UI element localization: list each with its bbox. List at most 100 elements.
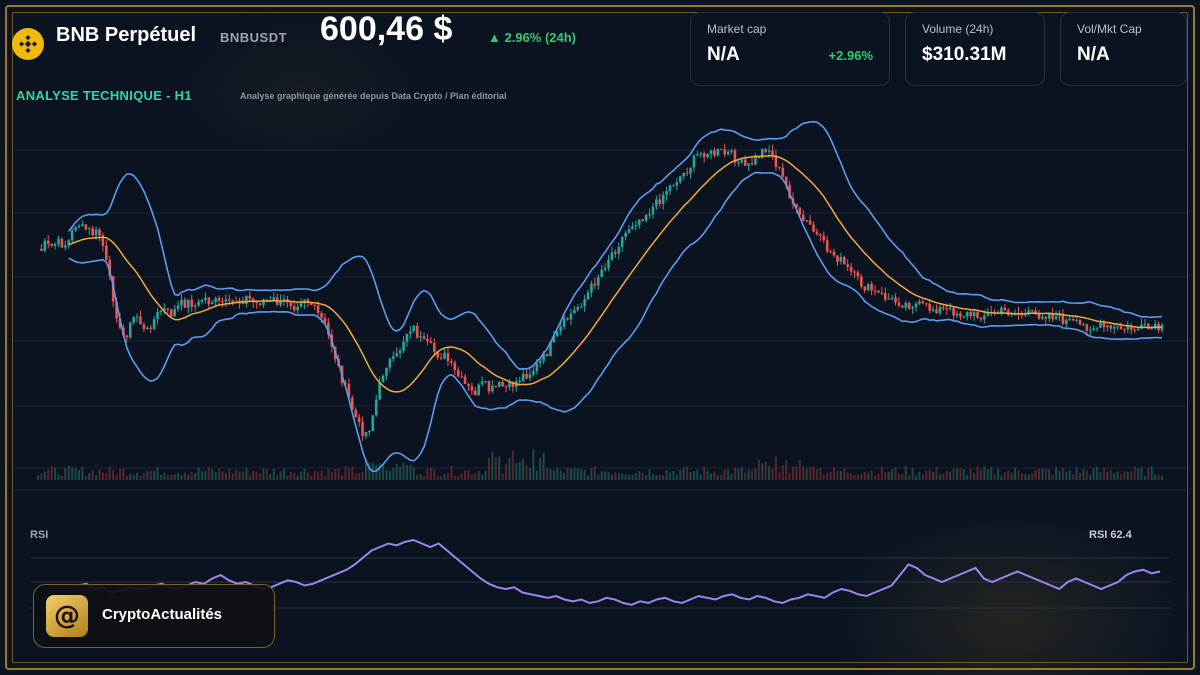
candle-body [422, 336, 426, 339]
candle-body [962, 316, 966, 318]
volume-bar [142, 473, 145, 480]
volume-bar [1157, 474, 1160, 480]
volume-bar [805, 468, 808, 480]
volume-bar [723, 469, 726, 480]
volume-bar [409, 464, 412, 480]
volume-bar [313, 471, 316, 480]
volume-bar [877, 473, 880, 480]
candle-body [702, 153, 706, 158]
candle-body [644, 214, 648, 221]
candle-body [699, 153, 703, 155]
volume-bar [597, 474, 600, 480]
volume-bar [1048, 469, 1051, 480]
candle-body [46, 240, 50, 245]
candle-body [221, 300, 224, 302]
candle-body [986, 312, 990, 316]
candle-body [812, 224, 815, 232]
volume-bar [115, 474, 118, 480]
volume-bar [173, 474, 176, 480]
candle-body [555, 331, 559, 337]
candle-body [262, 299, 265, 306]
candle-body [972, 312, 976, 317]
volume-bar [347, 468, 350, 480]
candle-body [535, 363, 539, 372]
volume-bar [1096, 466, 1099, 480]
candle-body [508, 382, 511, 388]
volume-bar [67, 466, 70, 480]
candle-body [166, 308, 170, 310]
brand-badge[interactable]: @ CryptoActualités [33, 584, 275, 648]
chart-header: BNB Perpétuel BNBUSDT 600,46 $ ▲ 2.96% (… [0, 0, 1200, 103]
volume-bar [703, 466, 706, 480]
candle-body [70, 230, 74, 241]
volume-bar [610, 474, 613, 480]
candle-body [726, 151, 730, 155]
volume-bar [334, 468, 337, 480]
candle-body [778, 166, 781, 168]
volume-bar [1034, 469, 1037, 480]
candle-body [740, 159, 744, 163]
candle-body [1030, 310, 1034, 312]
candle-body [1000, 307, 1003, 313]
volume-bar [440, 475, 443, 480]
volume-bar [918, 471, 921, 480]
candle-body [467, 383, 470, 387]
candle-body [1126, 325, 1130, 330]
volume-bar [511, 450, 514, 480]
volume-bar [50, 466, 53, 480]
candle-body [692, 155, 696, 168]
volume-bar [897, 473, 900, 480]
volume-bar [64, 467, 67, 480]
volume-bar [846, 472, 849, 480]
candle-body [641, 219, 645, 221]
candle-body [1006, 310, 1010, 315]
volume-bar [1109, 469, 1112, 480]
candle-body [637, 219, 641, 226]
candle-body [159, 310, 163, 312]
volume-bar [481, 475, 484, 480]
candle-body [224, 299, 228, 302]
candle-body [658, 199, 662, 204]
candle-body [593, 283, 597, 286]
candle-body [689, 167, 692, 174]
volume-bar [682, 467, 685, 480]
volume-bar [973, 473, 976, 480]
volume-bar [535, 470, 538, 480]
volume-bar [136, 472, 139, 480]
candle-body [87, 228, 91, 230]
candle-body [938, 306, 942, 314]
candle-body [351, 397, 354, 410]
volume-bar [156, 466, 159, 480]
candle-body [620, 236, 624, 248]
volume-bar [252, 471, 255, 480]
analysis-title: ANALYSE TECHNIQUE - H1 [16, 88, 192, 103]
volume-bar [781, 465, 784, 480]
candle-body [43, 240, 47, 251]
volume-bar [552, 470, 555, 480]
candle-body [781, 167, 785, 177]
analysis-subtitle: Analyse graphique générée depuis Data Cr… [240, 91, 507, 101]
volume-bar [467, 469, 470, 480]
candle-body [856, 272, 860, 277]
volume-bar [88, 472, 91, 480]
candle-body [945, 308, 949, 310]
volume-bar [655, 475, 658, 480]
volume-bar [54, 467, 57, 480]
candle-body [1027, 310, 1031, 314]
candle-body [897, 302, 901, 306]
candle-body [1119, 326, 1123, 330]
volume-bar [1075, 467, 1078, 480]
candle-body [596, 277, 600, 286]
candle-body [426, 338, 429, 342]
volume-bar [928, 469, 931, 480]
candle-body [610, 252, 614, 260]
volume-bar [74, 468, 77, 480]
volume-bar [819, 467, 822, 480]
candle-body [255, 302, 258, 304]
volume-bar [675, 475, 678, 480]
candle-body [750, 163, 754, 165]
rsi-label: RSI [30, 529, 49, 541]
volume-bar [525, 465, 528, 480]
volume-bar [262, 468, 265, 480]
volume-bar [559, 470, 562, 480]
